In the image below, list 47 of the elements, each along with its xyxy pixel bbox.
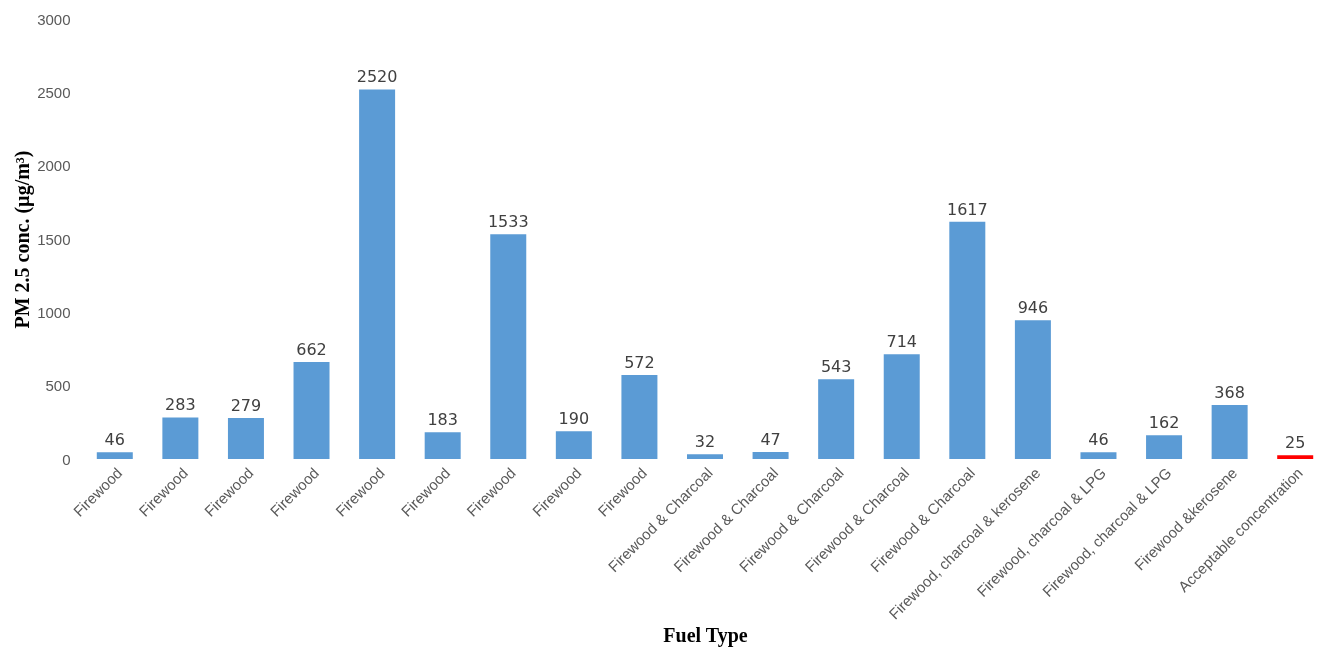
bar [424, 432, 461, 459]
data-label: 368 [1214, 383, 1245, 403]
bar [752, 452, 789, 459]
data-label: 183 [427, 410, 458, 430]
data-label: 714 [886, 332, 918, 352]
bar [621, 375, 658, 459]
bar [1146, 435, 1183, 459]
data-label: 25 [1285, 433, 1306, 453]
data-label: 283 [165, 395, 196, 415]
y-tick-label: 1000 [37, 303, 71, 321]
bar [490, 234, 527, 459]
x-axis-title: Fuel Type [663, 624, 748, 648]
y-tick-label: 2000 [37, 157, 71, 175]
bar [1211, 405, 1248, 459]
bar [96, 452, 133, 459]
y-axis-title: PM 2.5 conc. (µg/m³) [11, 150, 35, 329]
data-label: 543 [820, 357, 852, 377]
data-label: 572 [624, 353, 655, 373]
bar [1277, 455, 1314, 459]
bar [1080, 452, 1117, 459]
bar [949, 221, 986, 459]
data-label: 46 [104, 430, 125, 450]
bar [293, 361, 330, 459]
y-tick-label: 0 [62, 450, 71, 468]
data-label: 46 [1088, 430, 1109, 450]
data-label: 2520 [356, 67, 398, 87]
bar [162, 417, 199, 459]
bar [555, 431, 592, 459]
data-label: 1617 [946, 199, 988, 219]
data-label: 190 [558, 409, 590, 429]
data-label: 162 [1148, 413, 1180, 433]
data-label: 662 [296, 339, 327, 359]
bar [687, 454, 723, 459]
y-tick-label: 500 [45, 377, 71, 395]
data-label: 32 [694, 432, 716, 452]
y-tick-label: 2500 [37, 83, 71, 101]
bar [818, 379, 855, 459]
y-tick-label: 1500 [37, 230, 71, 248]
y-tick-label: 3000 [37, 10, 71, 28]
bar [883, 354, 920, 459]
data-label: 946 [1017, 298, 1049, 318]
bar [227, 418, 264, 459]
data-label: 1533 [487, 212, 529, 232]
bar [1014, 320, 1051, 459]
data-label: 47 [760, 430, 781, 450]
data-label: 279 [230, 396, 262, 416]
bar [359, 89, 396, 459]
